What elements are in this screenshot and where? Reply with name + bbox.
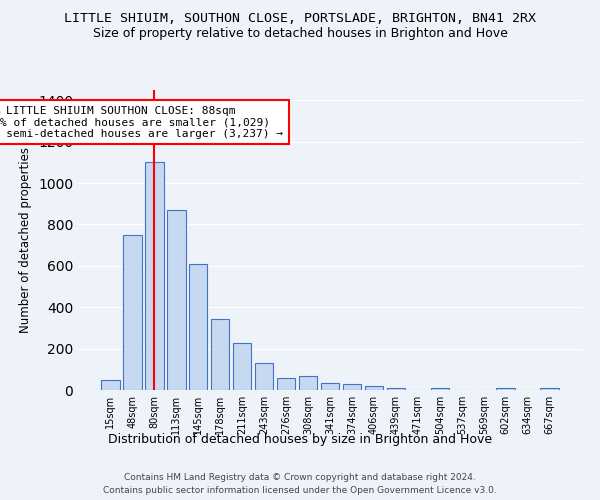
Text: Distribution of detached houses by size in Brighton and Hove: Distribution of detached houses by size … [108,432,492,446]
Bar [541,388,559,390]
Text: Contains public sector information licensed under the Open Government Licence v3: Contains public sector information licen… [103,486,497,495]
Bar [167,210,185,390]
Bar [211,318,229,390]
Bar [496,388,515,390]
Bar [431,388,449,390]
Text: Size of property relative to detached houses in Brighton and Hove: Size of property relative to detached ho… [92,28,508,40]
Text: LITTLE SHIUIM, SOUTHON CLOSE, PORTSLADE, BRIGHTON, BN41 2RX: LITTLE SHIUIM, SOUTHON CLOSE, PORTSLADE,… [64,12,536,26]
Bar [365,386,383,390]
Bar [343,384,361,390]
Bar [255,363,274,390]
Bar [123,235,142,390]
Bar [101,380,119,390]
Bar [233,344,251,390]
Bar [386,388,405,390]
Bar [320,384,340,390]
Bar [299,376,317,390]
Text: LITTLE SHIUIM SOUTHON CLOSE: 88sqm
← 24% of detached houses are smaller (1,029)
: LITTLE SHIUIM SOUTHON CLOSE: 88sqm ← 24%… [0,106,283,138]
Y-axis label: Number of detached properties: Number of detached properties [19,147,32,333]
Bar [277,378,295,390]
Text: Contains HM Land Registry data © Crown copyright and database right 2024.: Contains HM Land Registry data © Crown c… [124,472,476,482]
Bar [145,162,164,390]
Bar [189,264,208,390]
